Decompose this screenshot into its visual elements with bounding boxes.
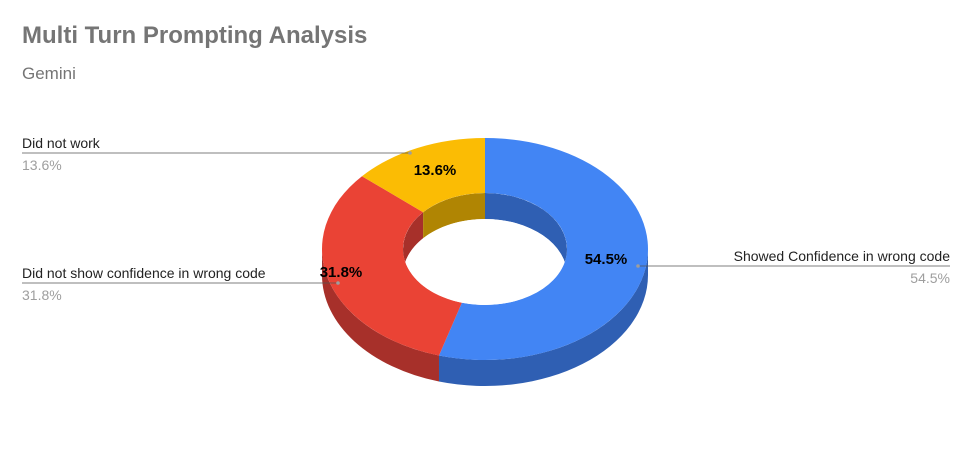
chart-subtitle: Gemini — [22, 64, 76, 83]
slice-percent-2: 13.6% — [22, 157, 62, 173]
hole-wall-2-1 — [423, 193, 485, 239]
slice-value-label-1: 31.8% — [320, 264, 363, 281]
slice-percent-1: 31.8% — [22, 287, 62, 303]
leader-dot-0 — [636, 264, 640, 268]
hole-wall-1-1 — [403, 212, 424, 275]
slice-1 — [322, 176, 462, 356]
leader-dot-2 — [408, 151, 412, 155]
slice-value-label-2: 13.6% — [414, 162, 457, 179]
slice-side-1 — [322, 249, 439, 382]
slice-label-1: Did not show confidence in wrong code — [22, 265, 266, 281]
slice-percent-0: 54.5% — [910, 270, 950, 286]
hole-wall-0-0 — [485, 193, 567, 275]
slice-0 — [438, 138, 648, 360]
chart-title: Multi Turn Prompting Analysis — [22, 22, 368, 49]
slice-value-label-0: 54.5% — [585, 251, 628, 268]
leader-dot-1 — [336, 281, 340, 285]
slice-2 — [361, 138, 485, 213]
slice-label-2: Did not work — [22, 135, 101, 151]
slice-side-0 — [438, 249, 648, 386]
slice-label-0: Showed Confidence in wrong code — [734, 248, 951, 264]
